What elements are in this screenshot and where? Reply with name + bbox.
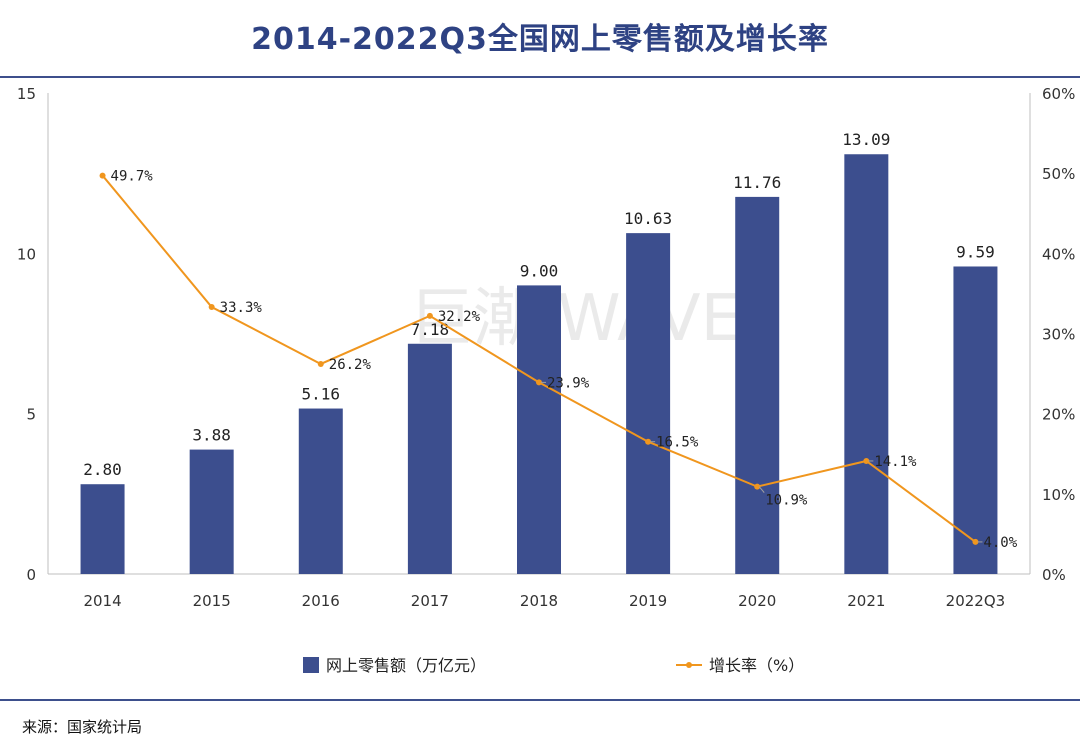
x-tick-label: 2014 bbox=[83, 592, 121, 610]
growth-rate-label: 32.2% bbox=[438, 309, 481, 325]
y-left-tick-label: 0 bbox=[26, 566, 36, 584]
growth-rate-point bbox=[426, 312, 433, 319]
growth-rate-point bbox=[972, 538, 979, 545]
bar bbox=[735, 196, 780, 574]
bar bbox=[844, 154, 889, 575]
y-right-tick-label: 0% bbox=[1042, 566, 1066, 584]
growth-rate-label: 14.1% bbox=[874, 454, 917, 470]
legend-line-label: 增长率（%） bbox=[709, 656, 804, 675]
chart: 巨潮 WAVE 0 5 10 15 0% 10% 20% 30% 40% 50% 60% 2.80 201… bbox=[17, 85, 1075, 675]
source-note: 来源：国家统计局 bbox=[22, 718, 143, 736]
bar bbox=[953, 266, 998, 574]
bar-value-label: 5.16 bbox=[302, 385, 341, 404]
x-tick-label: 2016 bbox=[302, 592, 340, 610]
legend-bar-label: 网上零售额（万亿元） bbox=[326, 656, 486, 675]
growth-rate-point bbox=[317, 360, 324, 367]
growth-rate-point bbox=[863, 457, 870, 464]
x-tick-label: 2022Q3 bbox=[946, 592, 1006, 610]
y-right-tick-label: 30% bbox=[1042, 326, 1075, 344]
x-tick-label: 2019 bbox=[629, 592, 667, 610]
footer-divider bbox=[0, 699, 1080, 701]
growth-rate-point bbox=[536, 379, 542, 386]
bar bbox=[626, 233, 671, 574]
growth-rate-label: 49.7% bbox=[111, 169, 154, 185]
bar-value-label: 2.80 bbox=[83, 460, 122, 479]
y-right-tick-label: 40% bbox=[1042, 245, 1075, 263]
bar-value-label: 13.09 bbox=[842, 130, 890, 149]
bar bbox=[298, 408, 343, 574]
bar bbox=[517, 285, 561, 574]
growth-rate-label: 4.0% bbox=[983, 535, 1017, 551]
growth-rate-label: 10.9% bbox=[765, 493, 808, 509]
point-label-leader bbox=[758, 486, 765, 493]
chart-title: 2014-2022Q3全国网上零售额及增长率 bbox=[251, 22, 829, 57]
y-left-tick-label: 10 bbox=[17, 245, 36, 263]
y-left-tick-label: 5 bbox=[26, 406, 36, 424]
bar-value-label: 7.18 bbox=[411, 320, 450, 339]
growth-rate-point bbox=[754, 483, 761, 490]
growth-rate-label: 16.5% bbox=[656, 435, 699, 451]
growth-rate-label: 23.9% bbox=[547, 375, 590, 391]
growth-rate-point bbox=[208, 304, 215, 311]
bar-value-label: 9.00 bbox=[520, 261, 559, 280]
x-tick-label: 2020 bbox=[738, 592, 776, 610]
y-right-tick-label: 20% bbox=[1042, 406, 1075, 424]
y-right-tick-label: 60% bbox=[1042, 85, 1075, 103]
growth-rate-label: 33.3% bbox=[220, 300, 263, 316]
title-divider bbox=[0, 76, 1080, 78]
growth-rate-point bbox=[645, 438, 652, 445]
legend-bar-swatch bbox=[303, 657, 319, 673]
bar-value-label: 10.63 bbox=[624, 209, 672, 228]
x-tick-label: 2017 bbox=[411, 592, 449, 610]
bar bbox=[407, 343, 452, 574]
bar-value-label: 11.76 bbox=[733, 173, 781, 192]
bar bbox=[80, 484, 125, 574]
bar bbox=[189, 449, 234, 574]
watermark: 巨潮 WAVE bbox=[409, 282, 741, 356]
x-tick-label: 2018 bbox=[520, 592, 558, 610]
y-right-tick-label: 50% bbox=[1042, 165, 1075, 183]
bar-value-label: 9.59 bbox=[956, 242, 995, 261]
growth-rate-label: 26.2% bbox=[329, 357, 372, 373]
y-left-tick-label: 15 bbox=[17, 85, 36, 103]
x-tick-label: 2021 bbox=[847, 592, 885, 610]
legend-line-marker bbox=[686, 662, 692, 668]
y-right-tick-label: 10% bbox=[1042, 486, 1075, 504]
growth-rate-point bbox=[99, 172, 106, 179]
bar-value-label: 3.88 bbox=[192, 426, 231, 445]
x-tick-label: 2015 bbox=[193, 592, 231, 610]
